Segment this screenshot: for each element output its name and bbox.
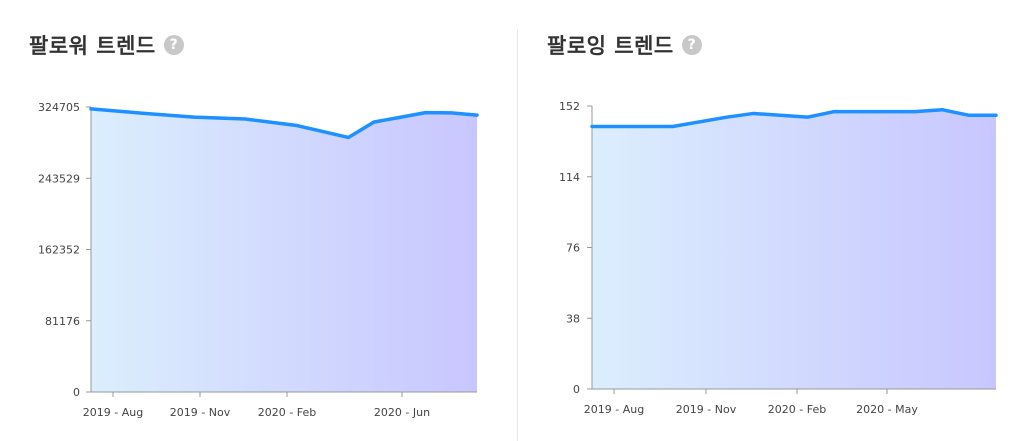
x-tick-label: 2019 - Aug xyxy=(584,403,644,416)
data-point[interactable] xyxy=(192,115,196,119)
data-point[interactable] xyxy=(671,124,675,128)
x-tick-label: 2019 - Nov xyxy=(676,403,737,416)
data-point[interactable] xyxy=(243,117,247,121)
area-fill xyxy=(91,108,477,393)
data-point[interactable] xyxy=(994,113,998,117)
y-tick-label: 81176 xyxy=(45,315,80,328)
data-point[interactable] xyxy=(590,124,594,128)
data-point[interactable] xyxy=(372,120,376,124)
following-trend-header: 팔로잉 트렌드 ? xyxy=(547,30,702,60)
y-tick-label: 162352 xyxy=(38,244,80,257)
data-point[interactable] xyxy=(805,115,809,119)
y-tick-label: 38 xyxy=(566,312,580,325)
y-tick-label: 0 xyxy=(573,383,580,396)
help-glyph: ? xyxy=(169,37,178,53)
data-point[interactable] xyxy=(940,108,944,112)
x-tick-label: 2020 - Feb xyxy=(768,403,826,416)
x-tick-label: 2020 - Feb xyxy=(258,406,316,419)
data-point[interactable] xyxy=(89,107,93,111)
y-tick-label: 152 xyxy=(559,100,580,113)
data-point[interactable] xyxy=(346,135,350,139)
data-point[interactable] xyxy=(449,111,453,115)
help-icon[interactable]: ? xyxy=(681,35,702,55)
area-fill xyxy=(592,109,996,389)
y-tick-label: 0 xyxy=(73,386,80,399)
data-point[interactable] xyxy=(752,111,756,115)
data-point[interactable] xyxy=(398,115,402,119)
x-tick-label: 2020 - May xyxy=(856,403,918,416)
following-trend-panel: 팔로잉 트렌드 ? xyxy=(519,0,1023,441)
y-tick-label: 76 xyxy=(566,242,580,255)
x-tick-label: 2019 - Nov xyxy=(170,406,231,419)
help-icon[interactable]: ? xyxy=(163,35,184,55)
chart-followers: 0 81176 162352 243529 324705 2019 - Aug 2019 -… xyxy=(38,101,479,419)
follower-trend-header: 팔로워 트렌드 ? xyxy=(29,30,184,60)
data-point[interactable] xyxy=(140,111,144,115)
follower-trend-panel: 팔로워 트렌드 ? xyxy=(29,30,184,60)
chart-following: 0 38 76 114 152 2019 - Aug 2019 - Nov 2020 - Fe… xyxy=(559,100,998,416)
data-point[interactable] xyxy=(913,110,917,114)
x-tick-label: 2020 - Jun xyxy=(374,406,430,419)
help-glyph: ? xyxy=(687,37,696,53)
data-point[interactable] xyxy=(832,110,836,114)
data-point[interactable] xyxy=(725,115,729,119)
y-tick-label: 324705 xyxy=(38,101,80,114)
y-tick-label: 243529 xyxy=(38,172,80,185)
data-point[interactable] xyxy=(295,124,299,128)
data-point[interactable] xyxy=(967,113,971,117)
y-tick-label: 114 xyxy=(559,171,580,184)
panel-divider xyxy=(517,30,518,441)
follower-trend-title: 팔로워 트렌드 xyxy=(29,34,156,58)
data-point[interactable] xyxy=(475,113,479,117)
following-trend-title: 팔로잉 트렌드 xyxy=(547,34,674,58)
x-tick-label: 2019 - Aug xyxy=(83,406,143,419)
data-point[interactable] xyxy=(424,111,428,115)
data-point[interactable] xyxy=(859,110,863,114)
